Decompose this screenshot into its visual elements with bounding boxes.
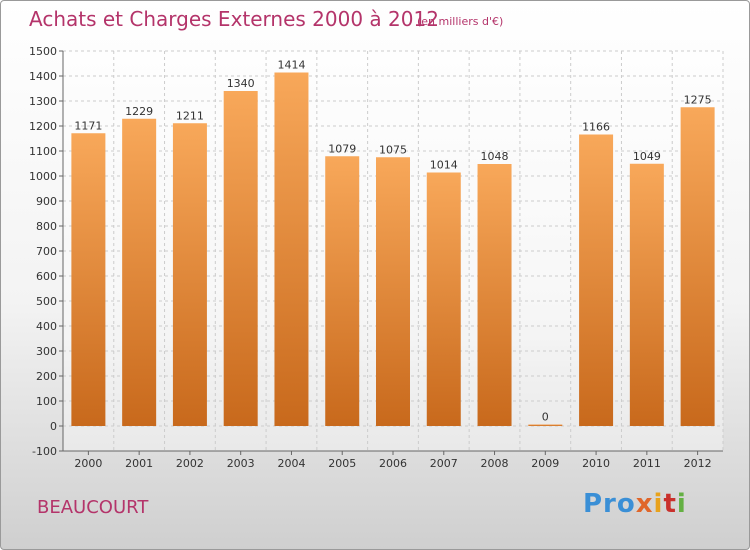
proxiti-logo: Proxiti [583,489,687,519]
x-tick-label: 2012 [684,457,712,470]
y-tick-label: 0 [50,420,57,433]
x-tick-label: 2006 [379,457,407,470]
y-tick-label: 1000 [29,170,57,183]
y-tick-label: 200 [36,370,57,383]
axes: -100 0 100 200 300 400 500 600 700 800 900 1000 1100… [29,45,723,470]
x-tick-label: 2004 [277,457,305,470]
bar [376,157,410,426]
x-tick-label: 2007 [430,457,458,470]
x-tick-label: 2011 [633,457,661,470]
x-tick-label: 2000 [74,457,102,470]
y-tick-label: 700 [36,245,57,258]
logo-part: x [635,489,654,519]
bar [223,91,258,426]
bar-value-label: 1014 [430,159,458,172]
logo-part: i [676,489,687,519]
bar [579,134,614,426]
x-tick-label: 2003 [227,457,255,470]
bar [528,424,563,426]
y-tick-label: -100 [32,445,57,458]
bar [325,156,360,426]
bar-value-label: 1340 [227,77,255,90]
bar-value-label: 1166 [582,121,610,134]
x-tick-label: 2008 [481,457,509,470]
bar-value-label: 0 [542,411,549,424]
y-tick-label: 800 [36,220,57,233]
x-tick-label: 2002 [176,457,204,470]
bar [477,164,512,426]
chart-unit: (en milliers d'€) [417,15,504,28]
x-tick-label: 2005 [328,457,356,470]
bar [629,163,664,426]
y-tick-label: 400 [36,320,57,333]
x-tick-label: 2009 [531,457,559,470]
logo-part: i [653,489,664,519]
bar [122,118,157,426]
city-name: BEAUCOURT [37,497,149,518]
y-tick-label: 900 [36,195,57,208]
y-tick-label: 600 [36,270,57,283]
bar-value-label: 1275 [684,93,712,106]
bar [680,107,715,426]
bars [71,72,715,426]
logo-part: Pro [583,489,636,519]
y-tick-label: 300 [36,345,57,358]
value-labels: 1171 1229 1211 1340 1414 1079 1075 1014 1048 0 116… [74,59,711,424]
bar-value-label: 1075 [379,143,407,156]
y-tick-label: 1400 [29,70,57,83]
bar-value-label: 1171 [74,119,102,132]
y-tick-label: 100 [36,395,57,408]
bar [426,172,461,426]
x-tick-label: 2010 [582,457,610,470]
bar-value-label: 1211 [176,109,204,122]
y-tick-label: 1100 [29,145,57,158]
bar-value-label: 1049 [633,150,661,163]
bar-value-label: 1079 [328,142,356,155]
x-tick-label: 2001 [125,457,153,470]
bar-value-label: 1048 [481,150,509,163]
bar [274,72,309,426]
chart-title: Achats et Charges Externes 2000 à 2012 [29,7,439,31]
y-tick-label: 500 [36,295,57,308]
y-tick-label: 1500 [29,45,57,58]
bar-value-label: 1229 [125,105,153,118]
bar [71,133,106,426]
y-tick-label: 1300 [29,95,57,108]
bar-value-label: 1414 [277,59,305,72]
logo-part: t [663,489,677,519]
y-tick-label: 1200 [29,120,57,133]
bar [172,123,207,426]
